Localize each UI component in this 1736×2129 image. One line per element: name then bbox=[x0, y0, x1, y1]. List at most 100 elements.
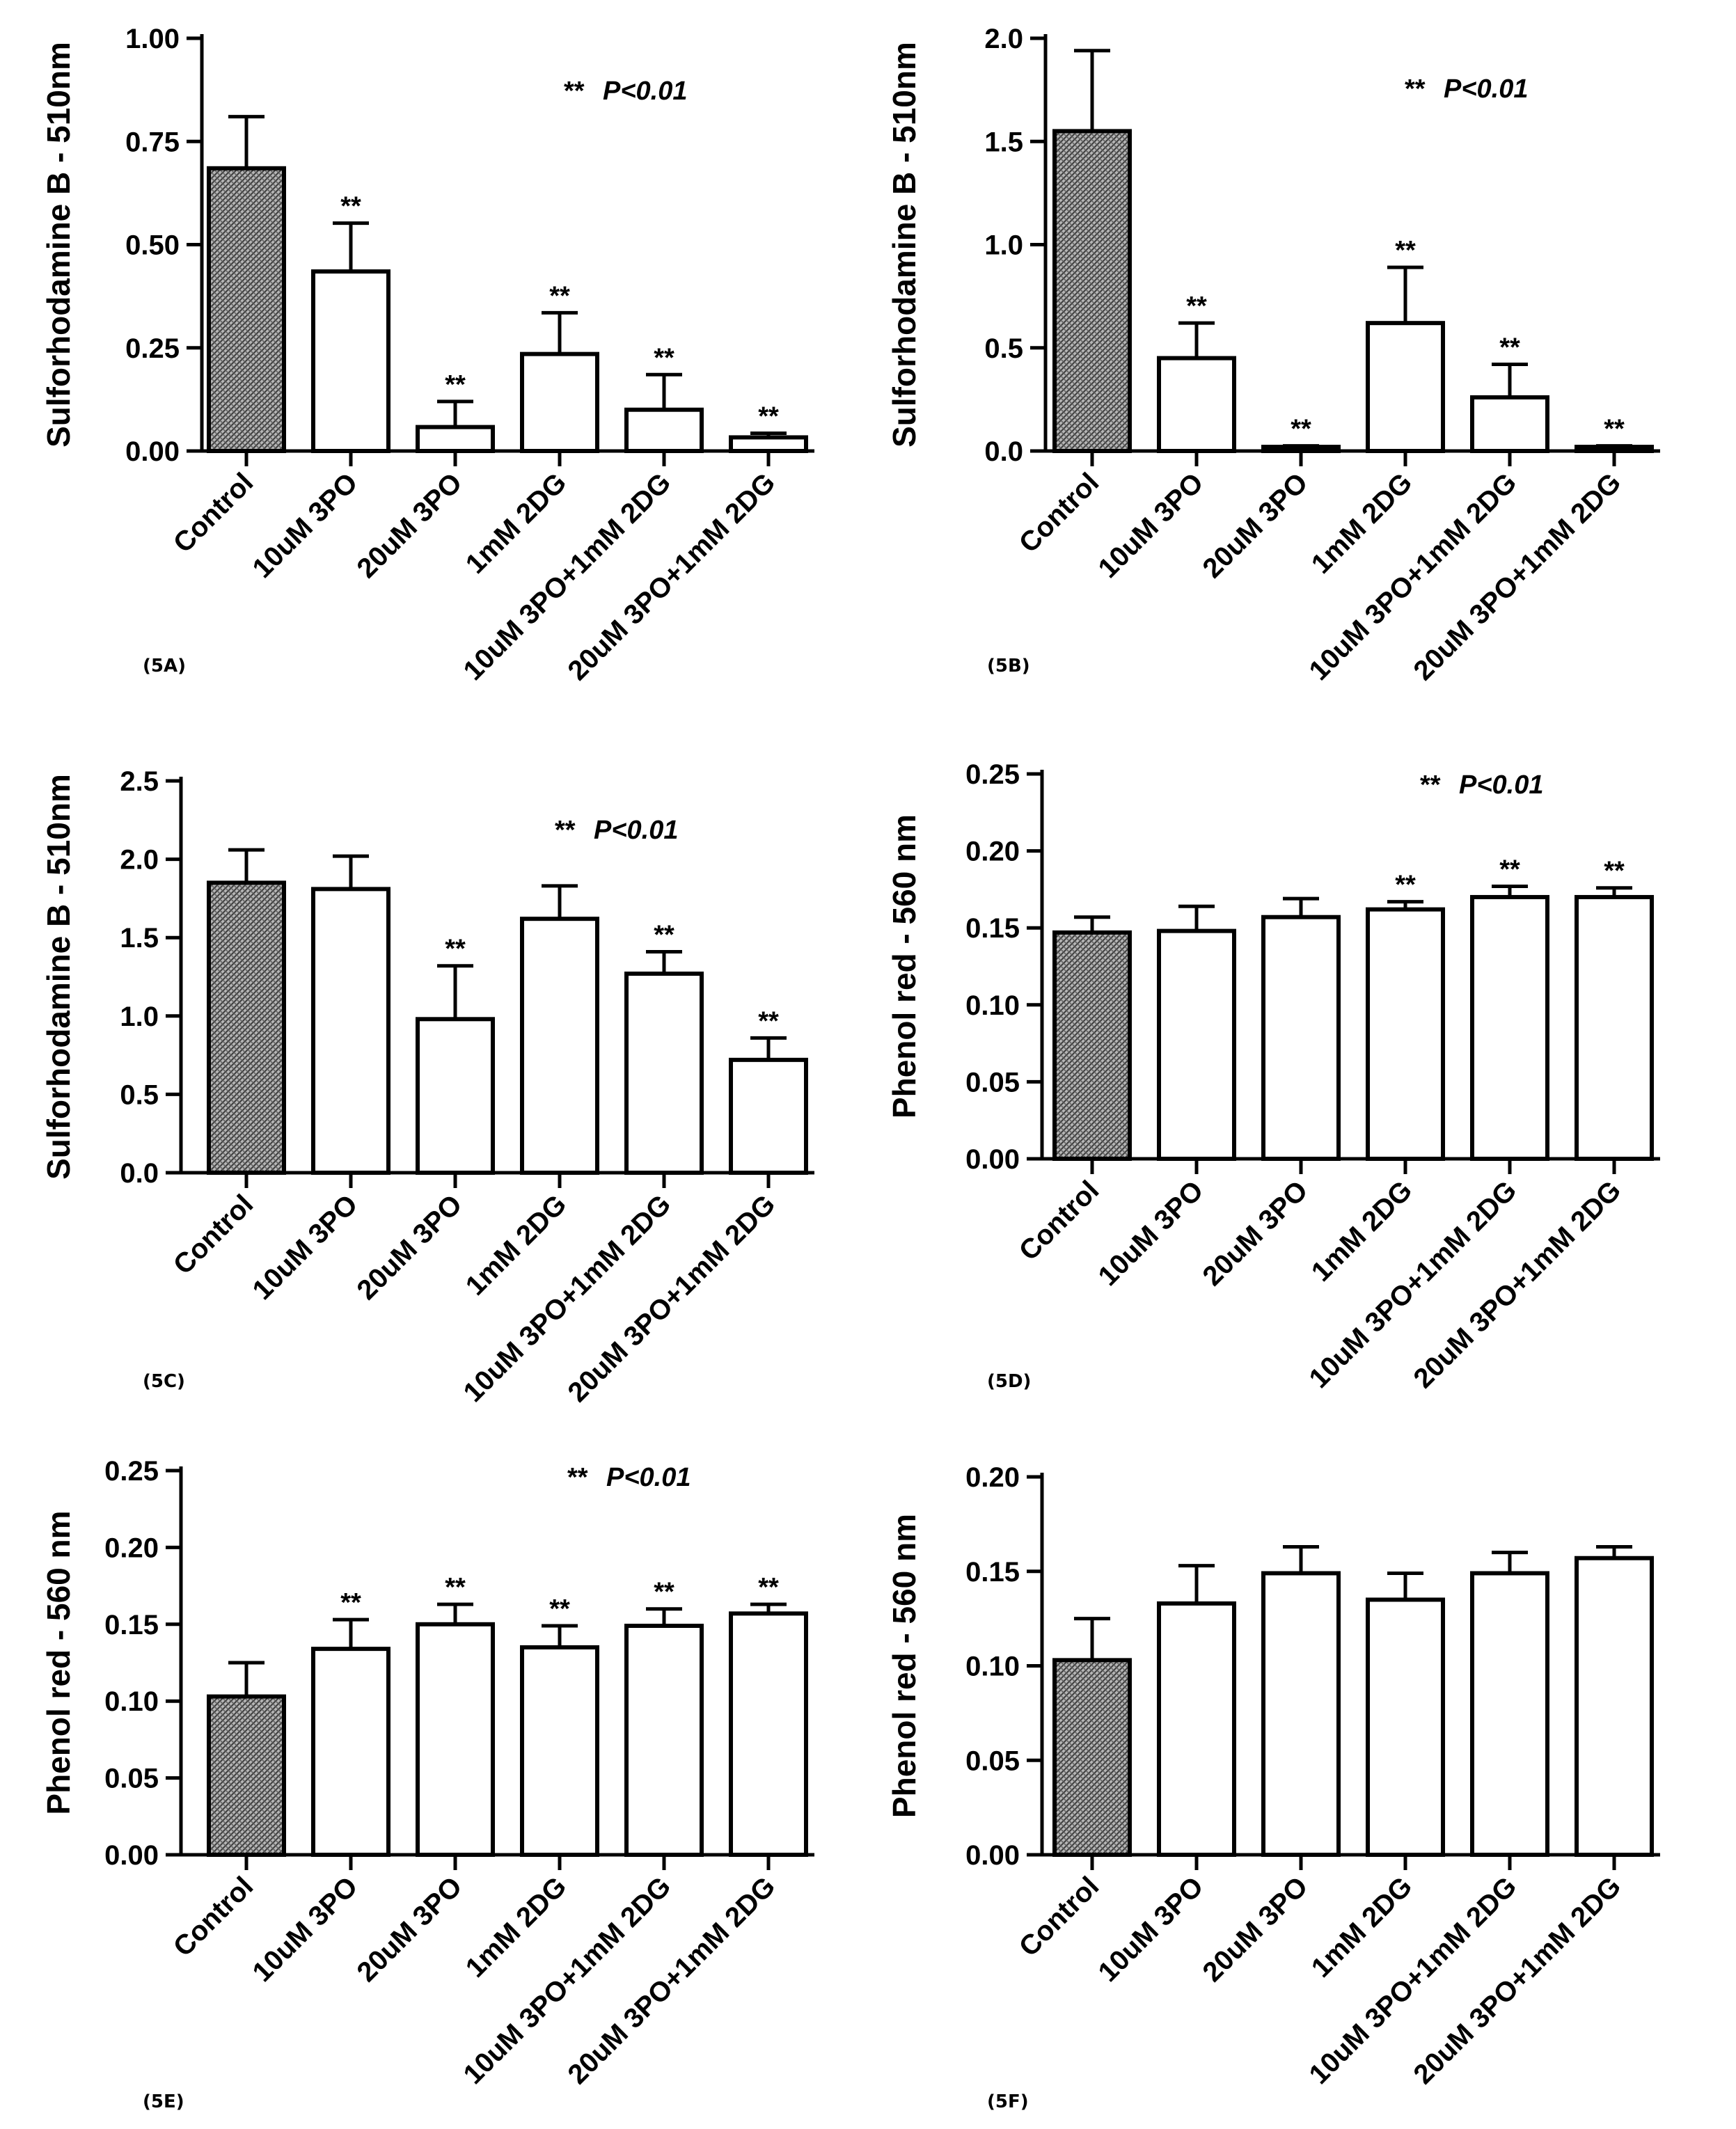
y-tick-label: 1.0 bbox=[120, 1002, 159, 1032]
y-axis-label: Sulforhodamine B - 510nm bbox=[40, 774, 77, 1180]
significance-marker: ** bbox=[1604, 415, 1625, 444]
significance-note-p: P<0.01 bbox=[603, 77, 688, 106]
bar-1 bbox=[1052, 1658, 1132, 1857]
error-bar-5 bbox=[1492, 1551, 1528, 1574]
y-tick-label: 0.05 bbox=[965, 1067, 1020, 1098]
x-category-label: 1mM 2DG bbox=[1306, 467, 1419, 580]
y-axis-label: Sulforhodamine B - 510nm bbox=[40, 42, 77, 448]
x-category-label: 10uM 3PO+1mM 2DG bbox=[1304, 1175, 1523, 1394]
y-tick-label: 0.00 bbox=[125, 436, 180, 467]
y-tick-label: 0.20 bbox=[104, 1533, 159, 1563]
chart-panel-5: 0.00 0.05 0.10 0.15 0.20 0.25 Phenol red - 560… bbox=[40, 1456, 814, 2112]
y-tick-label: 0.05 bbox=[104, 1764, 159, 1794]
error-bar-1 bbox=[1074, 915, 1110, 933]
x-category-label: 20uM 3PO bbox=[351, 467, 468, 584]
error-bar-4 bbox=[1387, 265, 1423, 324]
significance-marker: ** bbox=[549, 281, 570, 310]
bar-3 bbox=[1261, 915, 1341, 1161]
y-tick-label: 0.05 bbox=[965, 1746, 1020, 1776]
bar-4 bbox=[520, 351, 599, 453]
x-category-label: Control bbox=[168, 467, 260, 559]
error-bar-5 bbox=[1492, 362, 1528, 397]
y-tick-label: 2.0 bbox=[984, 24, 1023, 54]
error-bar-2 bbox=[333, 854, 369, 889]
error-bar-3 bbox=[1283, 1544, 1319, 1574]
error-bar-4 bbox=[1387, 1571, 1423, 1600]
bar-3 bbox=[1261, 1571, 1341, 1858]
x-category-label: Control bbox=[1013, 1871, 1105, 1963]
y-tick-label: 0.10 bbox=[965, 1652, 1020, 1682]
error-bar-5 bbox=[646, 1607, 682, 1627]
error-bar-2 bbox=[1178, 904, 1215, 931]
significance-marker: ** bbox=[1395, 236, 1416, 265]
bar-2 bbox=[1157, 1601, 1236, 1858]
error-bar-6 bbox=[1596, 444, 1632, 448]
x-category-label: 10uM 3PO+1mM 2DG bbox=[458, 1871, 677, 2090]
chart-panel-4: 0.00 0.05 0.10 0.15 0.20 0.25 Phenol red - 560… bbox=[886, 759, 1660, 1394]
y-tick-label: 0.15 bbox=[965, 913, 1020, 944]
y-tick-label: 0.00 bbox=[965, 1840, 1020, 1871]
bar-1 bbox=[207, 880, 286, 1175]
significance-marker: ** bbox=[549, 1594, 570, 1624]
y-tick-label: 0.20 bbox=[965, 837, 1020, 867]
error-bar-3 bbox=[1283, 444, 1319, 448]
significance-marker: ** bbox=[340, 192, 361, 221]
y-axis-label: Phenol red - 560 nm bbox=[886, 814, 922, 1118]
bar-2 bbox=[311, 269, 390, 453]
y-tick-label: 1.5 bbox=[120, 923, 159, 953]
error-bar-6 bbox=[750, 432, 787, 438]
x-category-label: 10uM 3PO bbox=[1092, 1871, 1209, 1988]
y-tick-label: 0.15 bbox=[965, 1557, 1020, 1588]
error-bar-6 bbox=[1596, 886, 1632, 897]
bar-5 bbox=[1470, 395, 1549, 453]
error-bar-1 bbox=[1074, 1617, 1110, 1661]
y-tick-label: 0.00 bbox=[104, 1840, 159, 1871]
x-category-label: 20uM 3PO bbox=[1197, 1871, 1313, 1988]
error-bar-4 bbox=[542, 310, 578, 354]
x-category-label: 20uM 3PO+1mM 2DG bbox=[562, 1189, 782, 1408]
y-tick-label: 2.0 bbox=[120, 845, 159, 876]
significance-marker: ** bbox=[654, 343, 674, 372]
x-category-label: 20uM 3PO bbox=[351, 1189, 468, 1306]
significance-note-p: P<0.01 bbox=[606, 1463, 691, 1492]
significance-marker: ** bbox=[1186, 292, 1207, 321]
significance-marker: ** bbox=[340, 1588, 361, 1617]
bar-6 bbox=[1575, 1556, 1654, 1858]
error-bar-1 bbox=[1074, 49, 1110, 132]
bar-5 bbox=[1470, 1571, 1549, 1858]
x-category-label: 1mM 2DG bbox=[1306, 1175, 1419, 1288]
chart-panel-1: 0.00 0.25 0.50 0.75 1.00 Sulforhodamine B - 5… bbox=[40, 24, 814, 686]
y-tick-label: 1.00 bbox=[125, 24, 180, 54]
x-category-label: 20uM 3PO+1mM 2DG bbox=[1408, 467, 1627, 686]
error-bar-1 bbox=[228, 848, 265, 883]
x-category-label: 20uM 3PO+1mM 2DG bbox=[1408, 1175, 1627, 1394]
x-category-label: 10uM 3PO+1mM 2DG bbox=[1304, 1871, 1523, 2090]
error-bar-4 bbox=[542, 884, 578, 919]
bar-5 bbox=[624, 971, 704, 1175]
y-tick-label: 0.25 bbox=[965, 759, 1020, 790]
y-axis-label: Sulforhodamine B - 510nm bbox=[886, 42, 922, 448]
y-tick-label: 0.75 bbox=[125, 127, 180, 157]
bar-2 bbox=[1157, 928, 1236, 1162]
significance-note-p: P<0.01 bbox=[1444, 74, 1529, 104]
x-category-label: 10uM 3PO+1mM 2DG bbox=[1304, 467, 1523, 686]
y-tick-label: 0.5 bbox=[120, 1079, 159, 1110]
x-category-label: 10uM 3PO+1mM 2DG bbox=[458, 1189, 677, 1408]
bar-5 bbox=[624, 1624, 704, 1858]
x-category-label: Control bbox=[1013, 467, 1105, 559]
panel-label: (5D) bbox=[987, 1371, 1031, 1392]
bar-3 bbox=[416, 1017, 495, 1175]
chart-panel-2: 0.0 0.5 1.0 1.5 2.0 Sulforhodamine B - 510nm C… bbox=[886, 24, 1660, 686]
bar-4 bbox=[1366, 907, 1445, 1161]
y-tick-label: 0.00 bbox=[965, 1144, 1020, 1175]
bar-4 bbox=[520, 1645, 599, 1857]
x-category-label: Control bbox=[168, 1871, 260, 1963]
bar-6 bbox=[729, 1611, 808, 1857]
x-category-label: 10uM 3PO+1mM 2DG bbox=[458, 467, 677, 686]
error-bar-5 bbox=[646, 372, 682, 410]
significance-marker: ** bbox=[445, 935, 466, 964]
error-bar-3 bbox=[437, 399, 473, 427]
significance-note-p: P<0.01 bbox=[1459, 770, 1544, 800]
bar-2 bbox=[311, 887, 390, 1175]
